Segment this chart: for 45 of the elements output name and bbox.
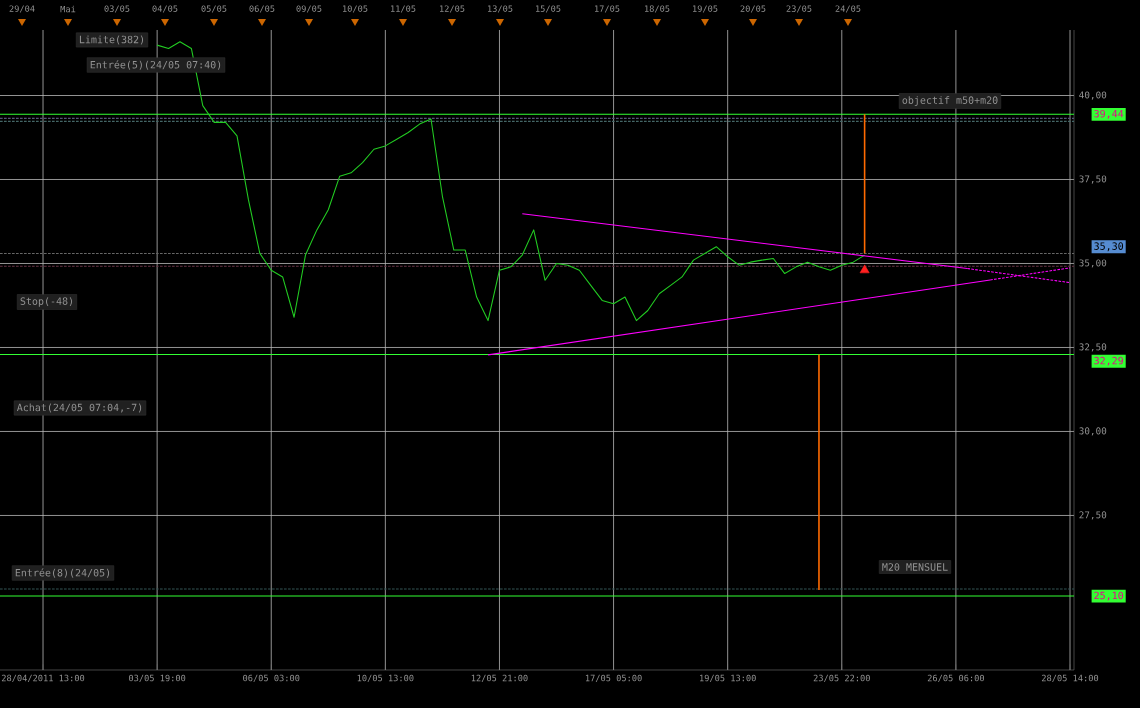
text: 13/05 bbox=[488, 5, 513, 13]
y-tick-label: 32,50 bbox=[1079, 343, 1107, 352]
text: Mai bbox=[60, 5, 76, 13]
text: 04/05 bbox=[152, 5, 178, 13]
text: 15/05 bbox=[536, 5, 561, 13]
text: 03/05 bbox=[104, 5, 130, 13]
y-tick-label: 37,50 bbox=[1079, 175, 1107, 184]
text: 11/05 bbox=[391, 5, 416, 13]
annotation: Stop(-48) bbox=[20, 297, 72, 307]
ref-line-label: 39,44 bbox=[1094, 109, 1124, 119]
annotation: Entrée(5)(24/05 07:40) bbox=[90, 60, 221, 70]
ref-line-label: 32,29 bbox=[1094, 356, 1124, 366]
x-tick-label: 26/05 06:00 bbox=[927, 674, 985, 682]
x-tick-label: 17/05 05:00 bbox=[585, 674, 642, 682]
annotation: Achat(24/05 07:04,-7) bbox=[16, 403, 142, 413]
ref-line-label: 35,30 bbox=[1094, 242, 1124, 252]
x-tick-label: 06/05 03:00 bbox=[243, 674, 300, 682]
text: 23/05 bbox=[786, 5, 812, 13]
text: 05/05 bbox=[201, 5, 227, 13]
x-tick-label: 19/05 13:00 bbox=[700, 674, 756, 682]
annotation: Limite(382) bbox=[79, 35, 144, 45]
annotation: M20 MENSUEL bbox=[882, 563, 948, 571]
text: 10/05 bbox=[343, 5, 368, 13]
y-tick-label: 40,00 bbox=[1079, 91, 1107, 100]
y-tick-label: 27,50 bbox=[1079, 511, 1107, 520]
text: 17/05 bbox=[595, 5, 620, 13]
x-tick-label: 23/05 22:00 bbox=[813, 674, 870, 682]
text: 09/05 bbox=[296, 5, 322, 13]
x-tick-label: 28/04/2011 13:00 bbox=[1, 674, 85, 682]
text: 29/04 bbox=[9, 5, 35, 13]
text: 18/05 bbox=[645, 5, 670, 13]
ref-line-label: 25,10 bbox=[1094, 591, 1124, 601]
text: 19/05 bbox=[693, 5, 718, 13]
text: 24/05 bbox=[835, 5, 861, 13]
x-tick-label: 03/05 19:00 bbox=[129, 674, 186, 682]
annotation: Entrée(8)(24/05) bbox=[15, 568, 110, 578]
x-tick-label: 28/05 14:00 bbox=[1041, 674, 1099, 682]
text: 06/05 bbox=[249, 5, 275, 13]
text: 12/05 bbox=[440, 5, 465, 13]
annotation: objectif m50+m20 bbox=[902, 96, 998, 106]
y-tick-label: 35,00 bbox=[1079, 259, 1107, 268]
y-tick-label: 30,00 bbox=[1079, 427, 1107, 436]
x-tick-label: 10/05 13:00 bbox=[357, 674, 414, 682]
text: 20/05 bbox=[740, 5, 766, 13]
x-tick-label: 12/05 21:00 bbox=[471, 674, 528, 682]
